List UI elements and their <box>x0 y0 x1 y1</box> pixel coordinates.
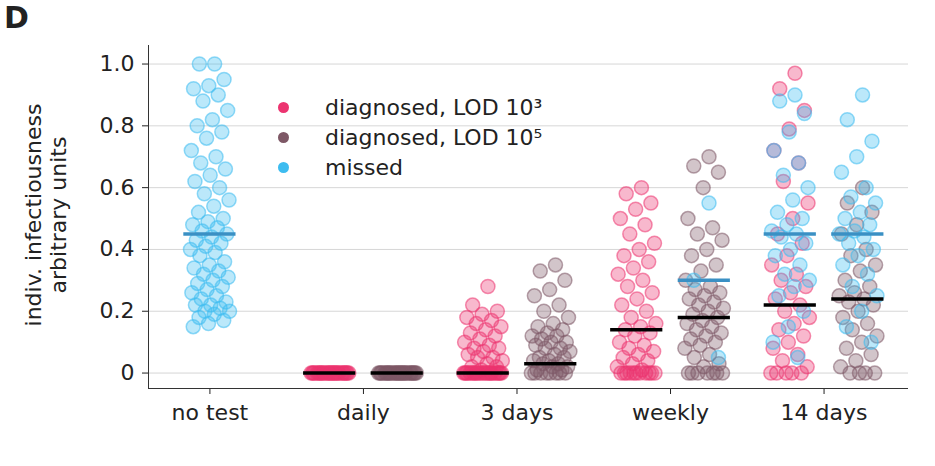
svg-text:0.4: 0.4 <box>100 236 135 261</box>
svg-text:weekly: weekly <box>632 400 709 425</box>
svg-text:daily: daily <box>337 400 390 425</box>
svg-text:0: 0 <box>121 360 135 385</box>
svg-text:3 days: 3 days <box>481 400 554 425</box>
html-text:diagnosed, LOD 10³: diagnosed, LOD 10³ <box>325 94 543 120</box>
html-text:diagnosed, LOD 10⁵: diagnosed, LOD 10⁵ <box>325 124 543 150</box>
svg-text:1.0: 1.0 <box>100 51 135 76</box>
svg-text:14 days: 14 days <box>781 400 868 425</box>
html-text:indiv. infectiousness arbitrar: indiv. infectiousness arbitrary units <box>20 103 71 327</box>
html-text:missed: missed <box>325 154 403 180</box>
svg-text:0.8: 0.8 <box>100 113 135 138</box>
svg-text:0.2: 0.2 <box>100 298 135 323</box>
html-text:D: D <box>4 0 29 35</box>
svg-text:no test: no test <box>172 400 249 425</box>
svg-text:0.6: 0.6 <box>100 175 135 200</box>
